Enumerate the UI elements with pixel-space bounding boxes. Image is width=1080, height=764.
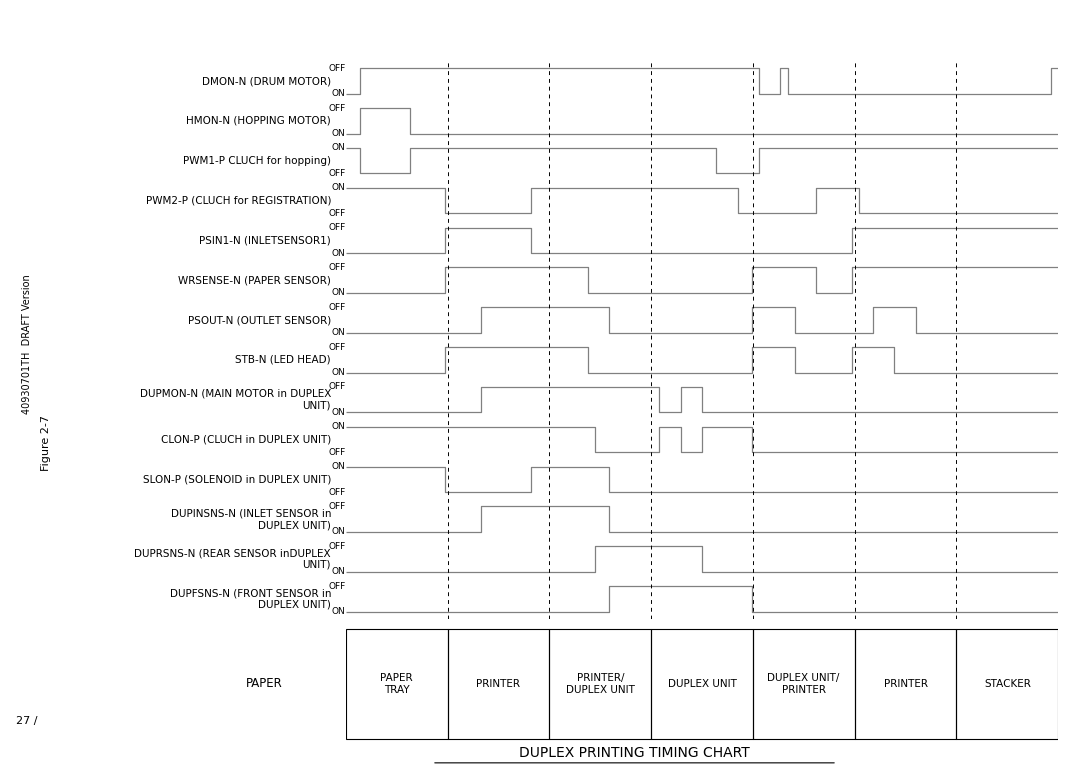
Text: PRINTER: PRINTER [476, 678, 521, 689]
Text: PWM1-P CLUCH for hopping): PWM1-P CLUCH for hopping) [183, 156, 330, 166]
Text: PRINTER/
DUPLEX UNIT: PRINTER/ DUPLEX UNIT [566, 673, 635, 694]
Text: ON: ON [332, 248, 346, 257]
Bar [753, 629, 854, 739]
Text: DUPFSNS-N (FRONT SENSOR in
DUPLEX UNIT): DUPFSNS-N (FRONT SENSOR in DUPLEX UNIT) [170, 588, 330, 610]
Text: ON: ON [332, 144, 346, 153]
Text: OFF: OFF [328, 263, 346, 272]
Text: PAPER
TRAY: PAPER TRAY [380, 673, 413, 694]
Text: ON: ON [332, 89, 346, 99]
Text: STB-N (LED HEAD): STB-N (LED HEAD) [235, 355, 330, 365]
Text: HMON-N (HOPPING MOTOR): HMON-N (HOPPING MOTOR) [186, 116, 330, 126]
Text: PAPER: PAPER [245, 677, 282, 691]
Text: STACKER: STACKER [984, 678, 1031, 689]
Text: ON: ON [332, 408, 346, 417]
Text: PRINTER: PRINTER [883, 678, 928, 689]
Text: ON: ON [332, 368, 346, 377]
Text: ON: ON [332, 183, 346, 193]
Bar [346, 629, 447, 739]
Text: CLON-P (CLUCH in DUPLEX UNIT): CLON-P (CLUCH in DUPLEX UNIT) [161, 435, 330, 445]
Text: DMON-N (DRUM MOTOR): DMON-N (DRUM MOTOR) [202, 76, 330, 86]
Text: OFF: OFF [328, 383, 346, 391]
Text: ON: ON [332, 527, 346, 536]
Text: OFF: OFF [328, 448, 346, 457]
Bar [854, 629, 957, 739]
Text: PSIN1-N (INLETSENSOR1): PSIN1-N (INLETSENSOR1) [200, 235, 330, 245]
Text: 40930701TH  DRAFT Version: 40930701TH DRAFT Version [22, 274, 32, 413]
Text: PWM2-P (CLUCH for REGISTRATION): PWM2-P (CLUCH for REGISTRATION) [146, 196, 330, 206]
Bar [651, 629, 753, 739]
Text: ON: ON [332, 289, 346, 297]
Text: DUPMON-N (MAIN MOTOR in DUPLEX
UNIT): DUPMON-N (MAIN MOTOR in DUPLEX UNIT) [139, 389, 330, 410]
Text: OFF: OFF [328, 502, 346, 511]
Text: 27 /: 27 / [16, 716, 38, 726]
Text: DUPINSNS-N (INLET SENSOR in
DUPLEX UNIT): DUPINSNS-N (INLET SENSOR in DUPLEX UNIT) [171, 509, 330, 530]
Bar [550, 629, 651, 739]
Text: Figure 2-7: Figure 2-7 [41, 415, 52, 471]
Text: ON: ON [332, 329, 346, 338]
Text: ON: ON [332, 607, 346, 617]
Text: OFF: OFF [328, 487, 346, 497]
Text: DUPRSNS-N (REAR SENSOR inDUPLEX
UNIT): DUPRSNS-N (REAR SENSOR inDUPLEX UNIT) [134, 549, 330, 570]
Text: OFF: OFF [328, 303, 346, 312]
Text: DUPLEX UNIT/
PRINTER: DUPLEX UNIT/ PRINTER [768, 673, 840, 694]
Text: OFF: OFF [328, 342, 346, 351]
Text: OFF: OFF [328, 209, 346, 218]
Text: ON: ON [332, 462, 346, 471]
Text: PSOUT-N (OUTLET SENSOR): PSOUT-N (OUTLET SENSOR) [188, 315, 330, 325]
Text: OFF: OFF [328, 169, 346, 178]
Text: ON: ON [332, 568, 346, 576]
Text: OFF: OFF [328, 63, 346, 73]
Text: OFF: OFF [328, 223, 346, 232]
Text: ON: ON [332, 129, 346, 138]
Text: OFF: OFF [328, 542, 346, 551]
Text: SLON-P (SOLENOID in DUPLEX UNIT): SLON-P (SOLENOID in DUPLEX UNIT) [143, 474, 330, 484]
Bar [447, 629, 550, 739]
Text: DUPLEX UNIT: DUPLEX UNIT [667, 678, 737, 689]
Bar [957, 629, 1058, 739]
Text: DUPLEX PRINTING TIMING CHART: DUPLEX PRINTING TIMING CHART [519, 746, 750, 759]
Text: OFF: OFF [328, 104, 346, 112]
Text: ON: ON [332, 422, 346, 432]
Text: WRSENSE-N (PAPER SENSOR): WRSENSE-N (PAPER SENSOR) [178, 275, 330, 285]
Text: OFF: OFF [328, 581, 346, 591]
